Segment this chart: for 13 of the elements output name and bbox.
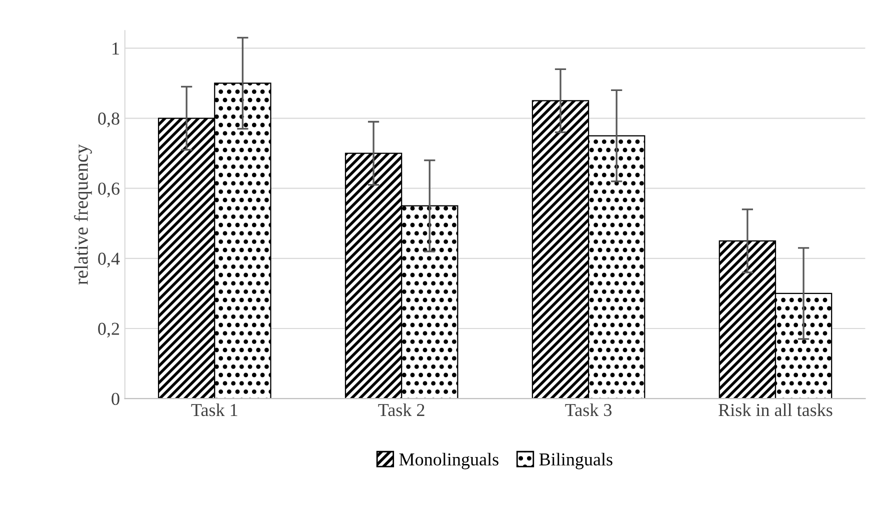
y-tick-label: 1 (112, 42, 119, 54)
legend-label: Monolinguals (399, 452, 498, 470)
x-tick-label: Task 1 (191, 403, 238, 416)
x-tick-label: Risk in all tasks (718, 403, 832, 416)
y-axis-title: relative frequency (74, 144, 92, 285)
y-tick-label: 0,4 (98, 252, 120, 268)
x-tick-label: Task 3 (565, 403, 612, 416)
y-tick-label: 0,6 (98, 182, 120, 198)
legend-label: Bilinguals (539, 452, 612, 470)
y-tick-label: 0 (112, 392, 120, 406)
y-tick-label: 0,8 (98, 112, 120, 128)
x-tick-label: Task 2 (378, 403, 424, 416)
y-tick-label: 0,2 (98, 322, 120, 338)
